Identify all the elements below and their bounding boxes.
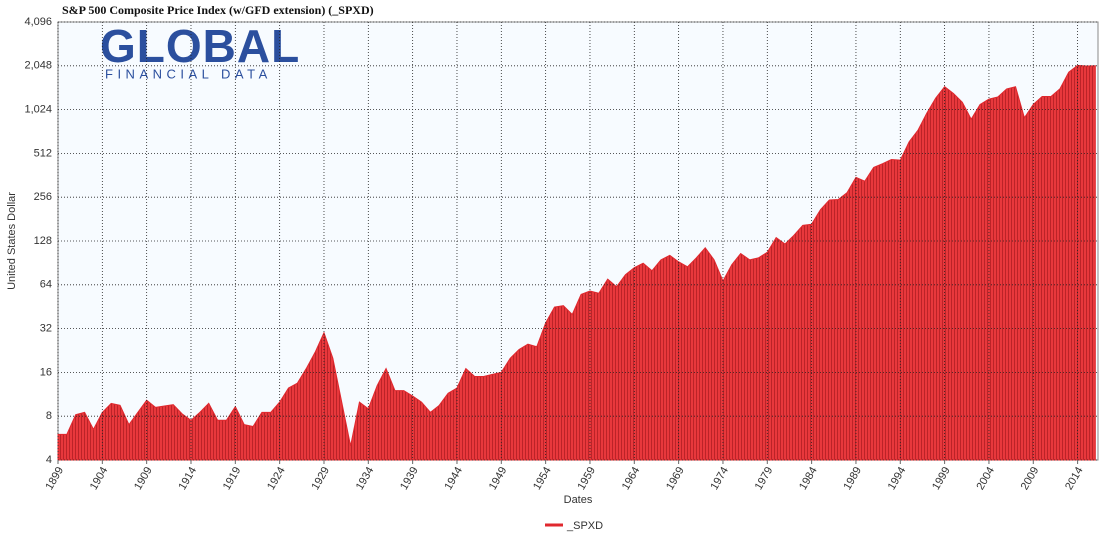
x-tick-label: 1959 <box>575 465 598 492</box>
y-tick-label: 2,048 <box>24 60 52 72</box>
logo-tagline: FINANCIAL DATA <box>105 66 272 81</box>
x-tick-label: 1954 <box>531 465 554 492</box>
y-tick-label: 512 <box>34 147 52 159</box>
x-tick-label: 1989 <box>841 465 864 492</box>
x-tick-label: 1964 <box>620 465 643 492</box>
y-tick-label: 1,024 <box>24 104 52 116</box>
x-tick-label: 2014 <box>1063 465 1086 492</box>
x-tick-label: 1949 <box>487 465 510 492</box>
x-tick-label: 1929 <box>309 465 332 492</box>
x-tick-label: 1914 <box>176 465 199 492</box>
x-tick-label: 1999 <box>930 465 953 492</box>
logo-name: GLOBAL <box>100 20 300 72</box>
x-tick-label: 1944 <box>442 465 465 492</box>
y-tick-label: 8 <box>46 410 52 422</box>
x-tick-label: 1969 <box>664 465 687 492</box>
legend-label[interactable]: _SPXD <box>566 520 603 532</box>
y-tick-label: 128 <box>34 235 52 247</box>
x-tick-label: 1979 <box>753 465 776 492</box>
y-axis-label: United States Dollar <box>6 192 18 290</box>
x-tick-label: 1904 <box>88 465 111 492</box>
x-axis-label: Dates <box>564 494 593 506</box>
x-tick-label: 1924 <box>265 465 288 492</box>
x-tick-label: 2004 <box>974 465 997 492</box>
y-tick-label: 256 <box>34 191 52 203</box>
x-tick-label: 1939 <box>398 465 421 492</box>
y-tick-label: 4,096 <box>24 16 52 28</box>
x-tick-label: 1909 <box>132 465 155 492</box>
y-tick-label: 16 <box>40 366 52 378</box>
y-tick-label: 32 <box>40 323 52 335</box>
y-tick-label: 64 <box>40 279 52 291</box>
x-tick-label: 1974 <box>708 465 731 492</box>
x-tick-label: 1984 <box>797 465 820 492</box>
x-tick-label: 1919 <box>221 465 244 492</box>
area <box>57 64 1096 461</box>
y-tick-label: 4 <box>46 454 52 466</box>
x-tick-label: 1994 <box>886 465 909 492</box>
x-tick-label: 1934 <box>354 465 377 492</box>
chart-title: S&P 500 Composite Price Index (w/GFD ext… <box>62 3 374 17</box>
x-tick-label: 1899 <box>43 465 66 492</box>
x-tick-label: 2009 <box>1019 465 1042 492</box>
